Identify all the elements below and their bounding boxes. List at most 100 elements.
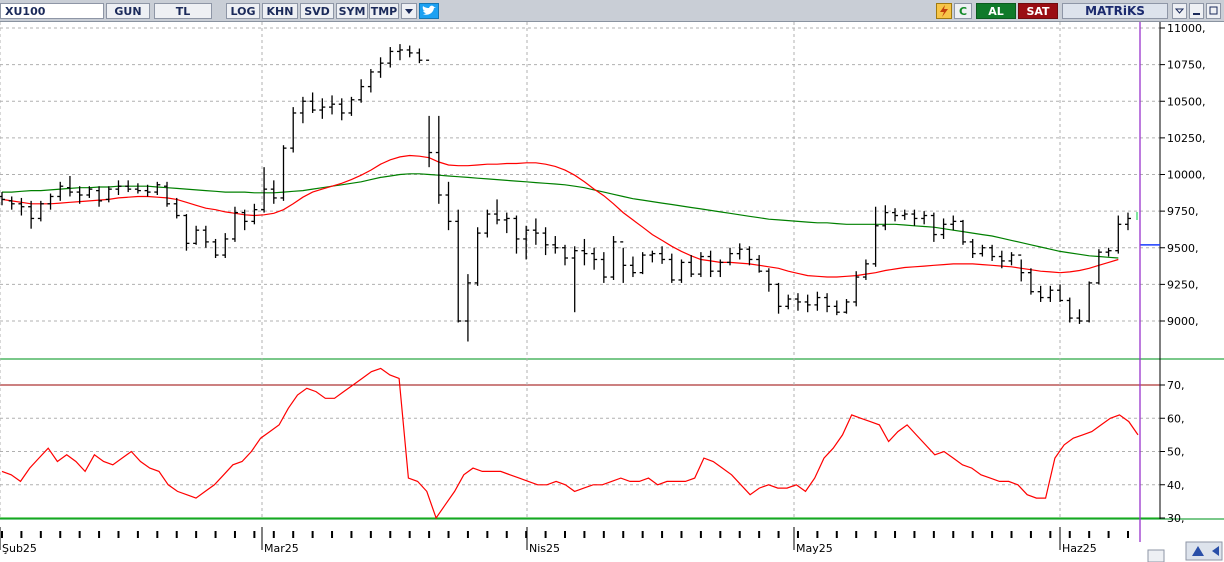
- brand-label: MATRiKS: [1085, 4, 1145, 18]
- ohlc-bar: [736, 243, 743, 260]
- khn-button[interactable]: KHN: [262, 3, 298, 19]
- rsi-tick-label: 70,: [1167, 379, 1185, 392]
- price-tick-label: 9000,: [1167, 315, 1199, 328]
- chart-toolbar: XU100 GUN TL LOG KHN SVD SYM TMP C AL SA…: [0, 0, 1224, 22]
- month-label: Nis25: [529, 542, 560, 555]
- chart-canvas[interactable]: 11000, 10750, 10500, 10250, 10000, 9750, 9500,…: [0, 22, 1224, 562]
- price-tick-label: 11000,: [1167, 22, 1206, 35]
- ohlc-bar: [173, 197, 180, 219]
- month-label: Haz25: [1062, 542, 1097, 555]
- ohlc-bar: [1076, 309, 1083, 324]
- ohlc-bar: [503, 212, 510, 234]
- ohlc-bar: [717, 259, 724, 278]
- chevron-down-icon[interactable]: [401, 3, 417, 19]
- rsi-tick-label: 60,: [1167, 412, 1185, 425]
- ohlc-bar: [464, 274, 471, 342]
- svd-button[interactable]: SVD: [300, 3, 334, 19]
- tmp-button[interactable]: TMP: [369, 3, 399, 19]
- ohlc-bar: [396, 44, 403, 61]
- period-button[interactable]: GUN: [106, 3, 150, 19]
- ohlc-bar: [940, 218, 947, 239]
- log-button[interactable]: LOG: [226, 3, 260, 19]
- ohlc-bar: [57, 181, 64, 201]
- minimize-icon[interactable]: [1189, 3, 1204, 19]
- ohlc-bar: [309, 92, 316, 113]
- ohlc-bar: [134, 183, 141, 194]
- ohlc-bar: [105, 186, 112, 203]
- ohlc-bar: [270, 180, 277, 204]
- ohlc-bar: [280, 145, 287, 201]
- ohlc-bar: [406, 45, 413, 58]
- ohlc-bar: [756, 255, 763, 273]
- ohlc-bar: [416, 48, 423, 64]
- ohlc-bar: [377, 57, 384, 78]
- sell-button[interactable]: SAT: [1018, 3, 1058, 19]
- twitter-icon[interactable]: [419, 3, 439, 19]
- ohlc-bar: [620, 241, 627, 283]
- ohlc-bar: [251, 203, 258, 225]
- ohlc-bar: [1047, 285, 1054, 302]
- ohlc-bar: [532, 218, 539, 245]
- ohlc-bar: [1008, 252, 1015, 266]
- ohlc-bar: [1115, 215, 1122, 254]
- price-bars: [0, 44, 1131, 342]
- ohlc-bar: [66, 175, 73, 197]
- ohlc-bar: [523, 225, 530, 260]
- ohlc-bar: [882, 205, 889, 231]
- ohlc-bar: [18, 197, 25, 216]
- ohlc-bar: [154, 181, 161, 196]
- ohlc-bar: [872, 206, 879, 267]
- ohlc-bar: [901, 209, 908, 220]
- ma-short-line: [1, 154, 1119, 278]
- rsi-tick-label: 30,: [1167, 512, 1185, 525]
- ohlc-bar: [474, 227, 481, 286]
- ohlc-bar: [562, 244, 568, 266]
- ohlc-bar: [629, 256, 636, 278]
- ohlc-bar: [115, 180, 122, 196]
- ohlc-bar: [921, 211, 928, 225]
- ohlc-bar: [1057, 284, 1064, 302]
- ohlc-bar: [969, 238, 976, 259]
- ohlc-bar: [591, 247, 598, 270]
- ohlc-bar: [785, 294, 792, 310]
- ohlc-bar: [37, 200, 44, 222]
- rsi-panel: [1, 367, 1139, 520]
- sync-icon: [1192, 546, 1204, 556]
- ohlc-bar: [348, 96, 355, 116]
- ohlc-bar: [804, 294, 811, 313]
- lightning-icon[interactable]: [936, 3, 952, 19]
- rsi-axis: 70, 60, 50, 40, 30,: [1159, 359, 1185, 525]
- rsi-tick-label: 50,: [1167, 446, 1185, 459]
- price-tick-label: 10250,: [1167, 132, 1206, 145]
- ohlc-bar: [0, 192, 5, 206]
- ohlc-bar: [455, 209, 462, 323]
- rsi-line: [1, 367, 1139, 520]
- refresh-button[interactable]: C: [954, 3, 972, 19]
- ohlc-bar: [290, 107, 297, 153]
- ohlc-bar: [814, 291, 821, 311]
- ohlc-bar: [358, 79, 365, 103]
- ohlc-bar: [979, 244, 986, 257]
- ohlc-bar: [853, 271, 860, 307]
- ohlc-bar: [998, 250, 1005, 269]
- month-label: Şub25: [2, 542, 37, 555]
- price-tick-label: 9500,: [1167, 242, 1199, 255]
- ohlc-bar: [86, 186, 93, 198]
- currency-button[interactable]: TL: [154, 3, 212, 19]
- ohlc-bar: [435, 115, 442, 204]
- ohlc-bar: [707, 250, 714, 278]
- corner-controls: [1147, 541, 1223, 562]
- buy-button[interactable]: AL: [976, 3, 1016, 19]
- ohlc-bar: [688, 255, 695, 278]
- rsi-tick-label: 40,: [1167, 479, 1185, 492]
- ohlc-bar: [1086, 281, 1093, 323]
- sym-button[interactable]: SYM: [336, 3, 368, 19]
- ohlc-bar: [678, 259, 685, 283]
- ohlc-bar: [1037, 285, 1044, 302]
- matriks-logo: MATRiKS: [1062, 3, 1168, 19]
- ma-long-line: [2, 173, 1119, 259]
- ohlc-bar: [164, 181, 171, 207]
- dropdown-icon[interactable]: [1172, 3, 1187, 19]
- symbol-selector[interactable]: XU100: [0, 3, 104, 19]
- maximize-icon[interactable]: [1206, 3, 1221, 19]
